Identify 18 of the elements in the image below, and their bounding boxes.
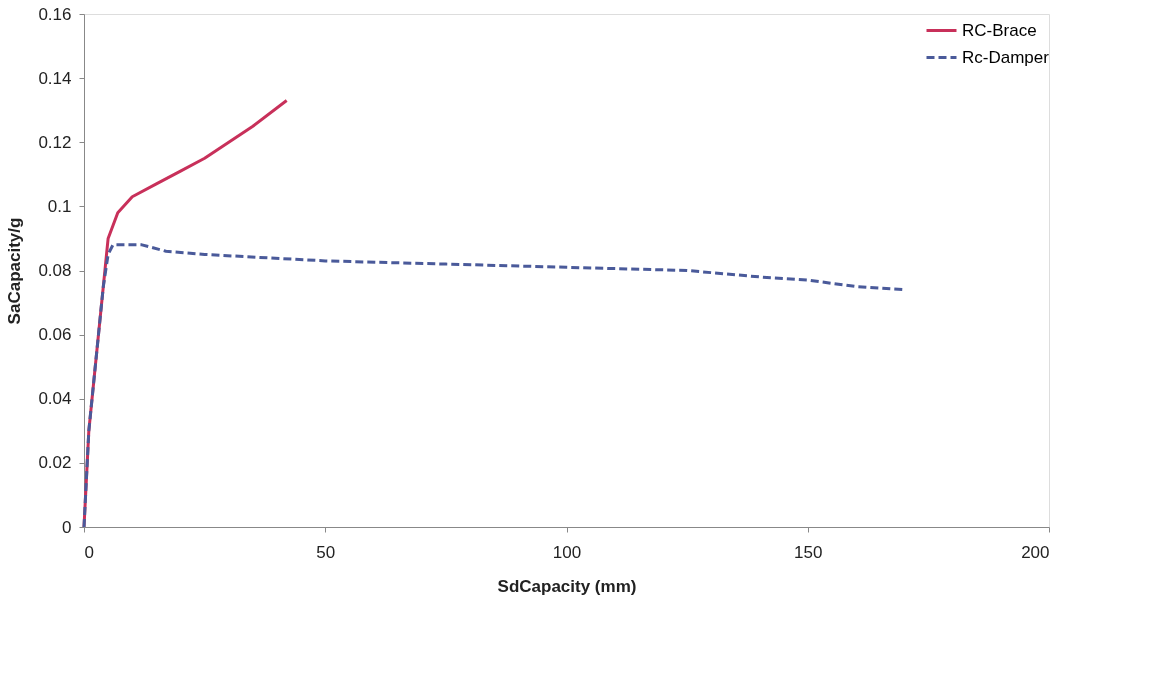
legend-label: RC-Brace (962, 20, 1037, 40)
y-tick-label: 0.12 (38, 132, 72, 152)
x-tick-label: 50 (316, 542, 336, 562)
y-tick-label: 0.04 (38, 389, 72, 409)
y-axis-title: SaCapacity/g (5, 217, 25, 325)
y-tick-label: 0.02 (38, 453, 72, 473)
y-tick-label: 0.16 (38, 4, 72, 24)
y-tick-label: 0.14 (38, 68, 72, 88)
legend-label: Rc-Damper (962, 47, 1050, 67)
y-tick-label: 0 (62, 517, 72, 537)
y-tick-label: 0.08 (38, 261, 72, 280)
y-tick-label: 0.06 (38, 325, 72, 345)
x-axis-title: SdCapacity (mm) (497, 576, 637, 596)
x-tick-label: 0 (84, 542, 94, 562)
x-tick-label: 150 (794, 542, 823, 562)
x-tick-label: 100 (552, 542, 582, 562)
y-tick-label: 0.1 (47, 196, 72, 216)
x-tick-label: 200 (1021, 542, 1050, 562)
